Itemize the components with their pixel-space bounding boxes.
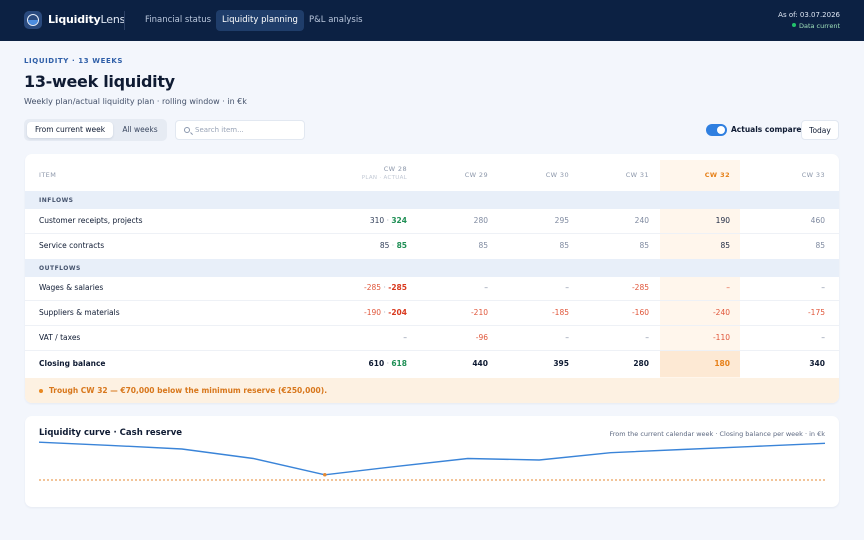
row-divider — [25, 300, 839, 301]
table-cell: – — [645, 333, 649, 342]
cell-plan-actual: -190 · -204 — [364, 308, 407, 317]
table-cell: 440 — [472, 359, 488, 368]
table-cell: -240 — [712, 308, 730, 317]
cell-plan-actual: -285 · -285 — [364, 283, 407, 292]
section-outflows: OUTFLOWS — [25, 259, 839, 277]
table-cell: – — [484, 283, 488, 292]
nav-tab-financial-status[interactable]: Financial status — [145, 15, 212, 25]
table-cell: 190 — [715, 216, 730, 225]
chart-meta: From the current calendar week · Closing… — [609, 430, 825, 438]
table-cell: – — [565, 333, 569, 342]
table-cell: 340 — [809, 359, 825, 368]
column-subheader-plan-actual: PLAN · ACTUAL — [361, 175, 407, 181]
actuals-compare-label: Actuals compare — [731, 125, 802, 134]
search-box — [175, 120, 305, 140]
liquidity-chart: Liquidity curve · Cash reserve From the … — [25, 416, 839, 507]
page-eyebrow: LIQUIDITY · 13 WEEKS — [24, 57, 124, 65]
search-input[interactable] — [195, 123, 300, 137]
liquidity-table: ITEM CW 28 PLAN · ACTUAL CW 29 CW 30 CW … — [25, 154, 839, 403]
today-button[interactable]: Today — [801, 120, 839, 140]
table-cell: – — [403, 333, 407, 342]
nav-tab-liquidity-planning[interactable]: Liquidity planning — [216, 10, 304, 31]
view-switch: From current week All weeks — [24, 119, 167, 141]
column-header-cw28: CW 28 — [383, 165, 407, 173]
column-header-cw31: CW 31 — [625, 171, 649, 179]
row-divider — [25, 233, 839, 234]
as-of-date: As of: 03.07.2026 — [778, 11, 840, 19]
logo-icon — [24, 11, 42, 29]
cell-plan-actual: 310 · 324 — [369, 216, 407, 225]
table-cell: 85 — [559, 241, 569, 250]
row-label-wages: Wages & salaries — [39, 283, 104, 292]
table-cell: -285 — [631, 283, 649, 292]
table-cell: 460 — [810, 216, 825, 225]
table-cell: 180 — [714, 359, 730, 368]
closing-balance-line — [38, 441, 826, 476]
row-divider — [25, 350, 839, 351]
table-cell: – — [821, 333, 825, 342]
table-cell: 280 — [473, 216, 488, 225]
view-from-current-week-button[interactable]: From current week — [27, 122, 113, 138]
table-cell: 85 — [639, 241, 649, 250]
section-inflows: INFLOWS — [25, 191, 839, 209]
cell-plan-actual: 610 · 618 — [368, 359, 407, 368]
chart-title: Liquidity curve · Cash reserve — [39, 428, 182, 438]
table-cell: – — [726, 283, 730, 292]
nav-divider — [124, 11, 125, 30]
highlight-closing-cell — [660, 351, 740, 377]
table-cell: 85 — [478, 241, 488, 250]
page-title: 13-week liquidity — [24, 72, 175, 91]
table-cell: -110 — [712, 333, 730, 342]
table-cell: -185 — [551, 308, 569, 317]
actuals-compare-toggle[interactable] — [706, 124, 727, 136]
row-label-vat: VAT / taxes — [39, 333, 81, 342]
trough-alert: Trough CW 32 — €70,000 below the minimum… — [25, 378, 839, 403]
table-cell: -210 — [470, 308, 488, 317]
column-header-cw32: CW 32 — [704, 171, 730, 179]
column-header-cw29: CW 29 — [464, 171, 488, 179]
row-divider — [25, 325, 839, 326]
table-cell: -175 — [807, 308, 825, 317]
table-cell: – — [821, 283, 825, 292]
table-cell: 395 — [553, 359, 569, 368]
column-header-cw30: CW 30 — [545, 171, 569, 179]
row-label-closing-balance: Closing balance — [39, 359, 106, 368]
row-label-customer-receipts: Customer receipts, projects — [39, 216, 143, 225]
table-cell: – — [565, 283, 569, 292]
page-subtitle: Weekly plan/actual liquidity plan · roll… — [24, 97, 247, 106]
search-icon — [184, 127, 190, 133]
table-cell: 85 — [815, 241, 825, 250]
nav-tab-pl-analysis[interactable]: P&L analysis — [309, 15, 363, 25]
column-header-cw33: CW 33 — [801, 171, 825, 179]
alert-dot-icon — [39, 389, 43, 393]
alert-text: Trough CW 32 — €70,000 below the minimum… — [49, 386, 328, 395]
toggle-knob — [717, 126, 725, 134]
view-all-weeks-button[interactable]: All weeks — [122, 125, 158, 134]
top-bar: LiquidityLens Financial status Liquidity… — [0, 0, 864, 41]
chart-plot — [38, 441, 826, 481]
row-label-suppliers: Suppliers & materials — [39, 308, 120, 317]
table-cell: 295 — [554, 216, 569, 225]
table-cell: 85 — [720, 241, 730, 250]
table-cell: -160 — [631, 308, 649, 317]
data-status: Data current — [791, 22, 840, 30]
trough-point — [323, 472, 327, 477]
table-cell: -96 — [475, 333, 488, 342]
table-cell: 280 — [633, 359, 649, 368]
status-dot-icon — [791, 23, 796, 27]
table-cell: 240 — [634, 216, 649, 225]
row-label-service-contracts: Service contracts — [39, 241, 105, 250]
cell-plan-actual: 85 · 85 — [379, 241, 407, 250]
column-header-item: ITEM — [39, 171, 57, 179]
brand-name: LiquidityLens — [48, 13, 126, 26]
